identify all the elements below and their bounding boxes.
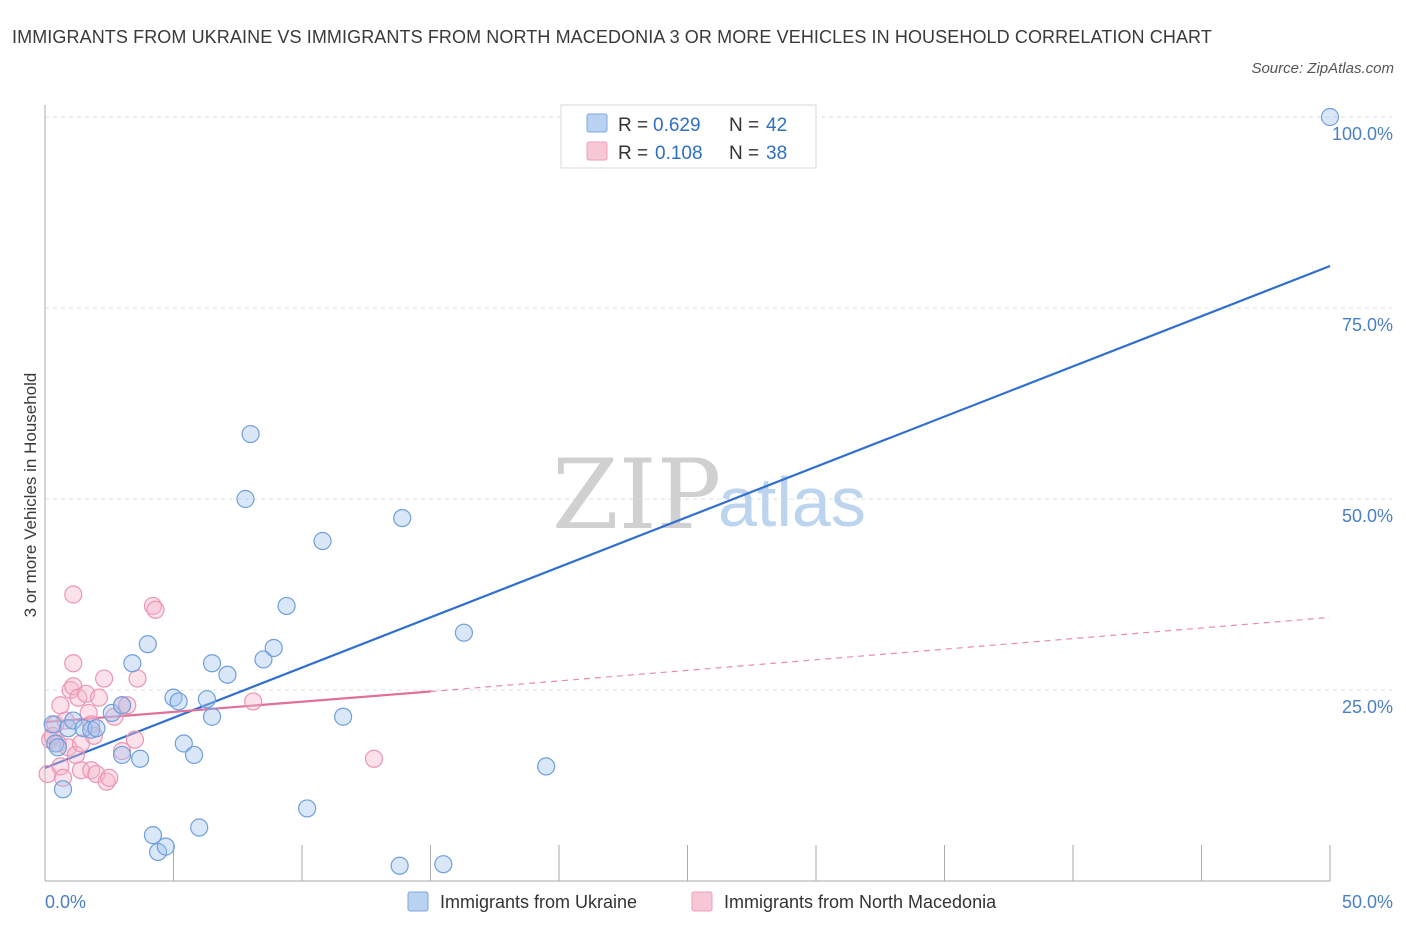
y-tick-labels: 25.0% 50.0% 75.0% 100.0% <box>1332 124 1393 717</box>
ukraine-point <box>277 596 296 616</box>
ukraine-point <box>169 692 188 711</box>
ukraine-point <box>130 749 150 768</box>
macedonia-point <box>71 761 91 780</box>
ukraine-point <box>43 715 62 734</box>
legend-n-label-ukraine: N = <box>729 115 759 136</box>
y-tick-label: 100.0% <box>1332 124 1393 144</box>
ukraine-point <box>298 799 317 818</box>
macedonia-point <box>64 585 83 604</box>
source-label: Source: ZipAtlas.com <box>1251 60 1394 77</box>
legend-r-value-macedonia: 0.108 <box>655 143 703 164</box>
ukraine-point <box>53 780 73 799</box>
y-tick-label: 50.0% <box>1342 506 1393 526</box>
ukraine-point <box>74 719 93 738</box>
x-tick-label: 50.0% <box>1342 892 1393 912</box>
y-tick-label: 25.0% <box>1342 697 1393 717</box>
ukraine-point <box>393 508 412 528</box>
ukraine-point <box>313 531 332 551</box>
macedonia-point <box>146 600 165 619</box>
legend-n-label-macedonia: N = <box>729 143 759 164</box>
y-tick-label: 75.0% <box>1342 315 1393 335</box>
ukraine-point <box>254 650 273 669</box>
legend-n-value-ukraine: 42 <box>766 115 787 136</box>
data-points <box>38 107 1340 875</box>
grid <box>45 116 1392 691</box>
ukraine-point <box>202 654 222 673</box>
ukraine-point <box>174 734 193 753</box>
macedonia-point <box>112 742 132 761</box>
macedonia-point <box>125 730 145 749</box>
ukraine-point <box>64 711 83 730</box>
x-tick-label: 0.0% <box>45 892 86 912</box>
trend-lines <box>44 264 1331 769</box>
ukraine-trend-line <box>44 264 1331 769</box>
legend-r-label-ukraine: R = <box>618 115 648 136</box>
bottom-legend-label-ukraine: Immigrants from Ukraine <box>440 892 637 912</box>
ukraine-point <box>537 757 556 776</box>
series-legend: Immigrants from Ukraine Immigrants from … <box>407 891 997 912</box>
ukraine-point <box>390 856 409 875</box>
bottom-legend-swatch-macedonia <box>691 891 713 912</box>
macedonia-trend-line <box>44 690 431 724</box>
legend-n-value-macedonia: 38 <box>766 143 787 164</box>
ukraine-point <box>202 707 222 726</box>
macedonia-point <box>244 692 263 711</box>
macedonia-point <box>51 696 70 715</box>
ukraine-point <box>87 719 106 738</box>
bottom-legend-label-macedonia: Immigrants from North Macedonia <box>724 892 997 912</box>
ukraine-point <box>454 623 474 642</box>
macedonia-point <box>118 696 137 715</box>
macedonia-point <box>51 757 70 776</box>
axes <box>44 105 1331 882</box>
ukraine-point <box>123 654 142 673</box>
x-tick-labels: 0.0% 50.0% <box>45 892 1393 912</box>
ukraine-point <box>143 826 163 845</box>
ukraine-point <box>241 424 260 444</box>
macedonia-point <box>95 669 114 688</box>
ukraine-point <box>197 690 217 709</box>
ukraine-point <box>138 635 157 654</box>
ukraine-point <box>184 745 204 765</box>
legend-r-value-ukraine: 0.629 <box>653 115 701 136</box>
ukraine-point <box>1320 107 1340 127</box>
ukraine-point <box>434 855 453 874</box>
stats-legend: R = 0.629 N = 42 R = 0.108 N = 38 <box>560 104 817 169</box>
chart-title: IMMIGRANTS FROM UKRAINE VS IMMIGRANTS FR… <box>12 27 1212 47</box>
ukraine-point <box>102 703 121 723</box>
legend-swatch-macedonia <box>586 141 608 161</box>
ukraine-point <box>48 738 67 757</box>
ukraine-point <box>112 745 132 765</box>
ukraine-point <box>112 696 132 715</box>
watermark-atlas: atlas <box>718 463 866 541</box>
y-axis-label: 3 or more Vehicles in Household <box>21 373 40 618</box>
watermark: ZIP atlas <box>552 439 866 551</box>
ukraine-point <box>236 489 255 509</box>
macedonia-point <box>64 654 83 673</box>
macedonia-point <box>364 749 384 768</box>
macedonia-point <box>128 669 147 688</box>
ukraine-point <box>190 818 209 837</box>
watermark-zip: ZIP <box>552 439 721 551</box>
macedonia-point <box>100 768 119 787</box>
ukraine-point <box>264 638 283 658</box>
legend-r-label-macedonia: R = <box>618 143 648 164</box>
legend-swatch-ukraine <box>586 113 608 133</box>
ukraine-point <box>218 665 237 684</box>
macedonia-trend-extension <box>430 616 1331 693</box>
ukraine-point <box>156 837 175 856</box>
ukraine-point <box>334 707 353 726</box>
macedonia-point <box>89 688 109 707</box>
bottom-legend-swatch-ukraine <box>407 891 429 912</box>
